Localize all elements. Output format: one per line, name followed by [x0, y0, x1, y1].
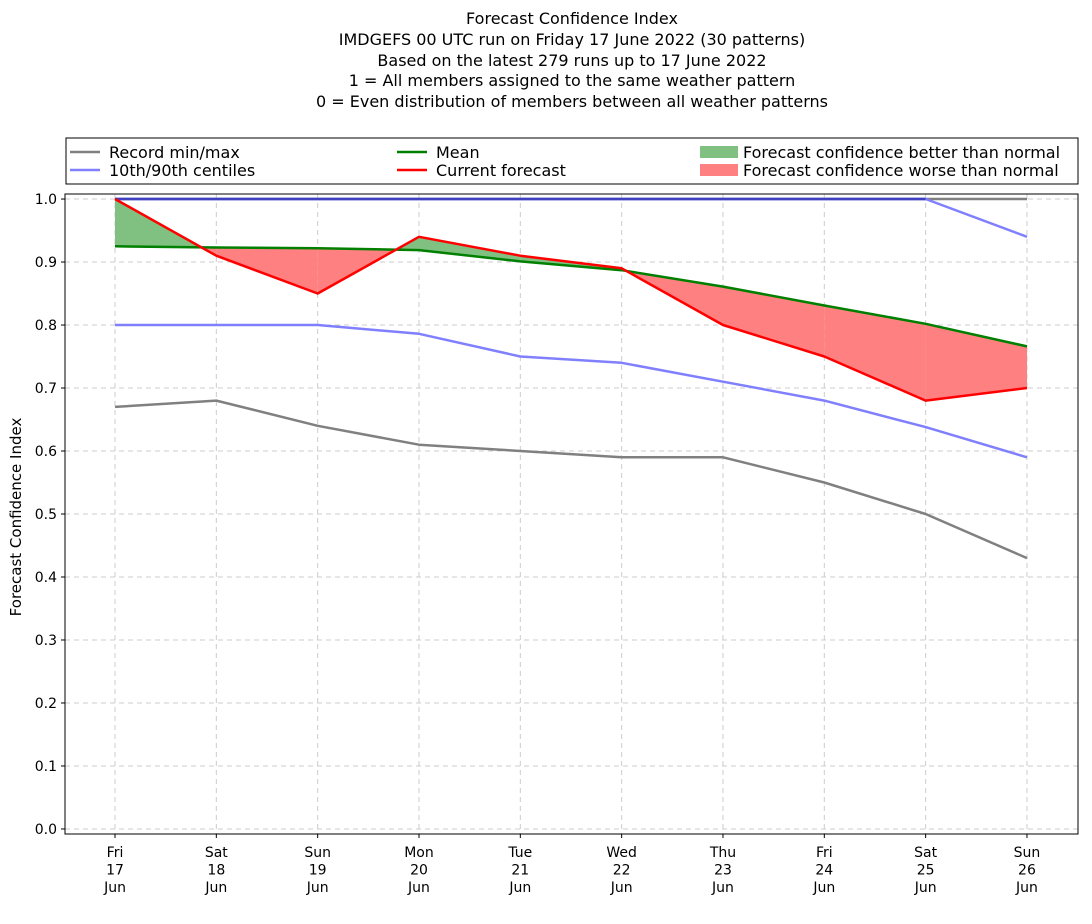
chart-title: Forecast Confidence Index IMDGEFS 00 UTC…	[316, 9, 828, 111]
x-tick-label: Jun	[711, 880, 734, 896]
y-tick-label: 0.5	[35, 507, 57, 523]
legend-label: 10th/90th centiles	[109, 161, 255, 180]
x-tick-label: Sat	[205, 845, 228, 861]
x-tick-label: 24	[815, 863, 833, 879]
y-tick-label: 1.0	[35, 192, 57, 208]
y-axis: 0.0 0.1 0.2 0.3 0.4 0.5 0.6 0.7 0.8 0.9 1.0	[35, 192, 65, 838]
x-tick-label: 18	[207, 863, 225, 879]
x-tick-label: 25	[917, 863, 935, 879]
x-tick-label: Thu	[709, 845, 736, 861]
legend-label: Current forecast	[436, 161, 566, 180]
x-tick-label: Mon	[404, 845, 434, 861]
x-tick-label: Jun	[407, 880, 430, 896]
x-tick-label: 20	[410, 863, 428, 879]
title-line-2: IMDGEFS 00 UTC run on Friday 17 June 202…	[339, 30, 806, 49]
confidence-fills	[115, 199, 1027, 401]
x-tick-label: 19	[309, 863, 327, 879]
better-than-normal-area	[419, 236, 521, 262]
worse-than-normal-area	[824, 305, 926, 401]
legend-label: Record min/max	[109, 143, 240, 162]
legend-swatch-patch	[700, 146, 738, 158]
y-tick-label: 0.8	[35, 318, 57, 334]
x-tick-label: Sat	[914, 845, 937, 861]
current-forecast-line	[114, 197, 1028, 402]
y-tick-label: 0.2	[35, 696, 57, 712]
y-tick-label: 0.1	[35, 759, 57, 775]
title-line-5: 0 = Even distribution of members between…	[316, 92, 828, 111]
worse-than-normal-area	[723, 286, 825, 357]
y-tick-label: 0.9	[35, 255, 57, 271]
x-tick-label: Sun	[1014, 845, 1041, 861]
legend-box	[65, 137, 1079, 185]
mean-line	[114, 245, 1028, 348]
x-tick-label: Jun	[812, 880, 835, 896]
y-axis-label: Forecast Confidence Index	[7, 418, 25, 617]
x-tick-label: Fri	[816, 845, 833, 861]
x-tick-label: 17	[106, 863, 124, 879]
x-tick-label: Jun	[103, 880, 126, 896]
x-tick-label: Wed	[606, 845, 637, 861]
x-tick-label: Tue	[507, 845, 532, 861]
centile-90-line	[115, 197, 1028, 238]
x-axis: Fri17JunSat18JunSun19JunMon20JunTue21Jun…	[103, 834, 1040, 896]
worse-than-normal-area	[216, 247, 318, 294]
x-tick-label: Jun	[610, 880, 633, 896]
y-tick-label: 0.4	[35, 570, 57, 586]
y-tick-label: 0.7	[35, 381, 57, 397]
legend-label: Forecast confidence better than normal	[743, 143, 1060, 162]
x-tick-label: 26	[1018, 863, 1036, 879]
worse-than-normal-area	[925, 323, 1027, 401]
series-lines	[114, 197, 1028, 560]
x-tick-label: Jun	[1015, 880, 1038, 896]
x-tick-label: 22	[613, 863, 631, 879]
x-tick-label: 23	[714, 863, 732, 879]
title-line-1: Forecast Confidence Index	[466, 9, 678, 28]
x-tick-label: Jun	[204, 880, 227, 896]
record-min-line	[114, 399, 1028, 560]
legend-label: Forecast confidence worse than normal	[743, 161, 1059, 180]
centile-10-line	[115, 323, 1028, 459]
x-tick-label: Fri	[107, 845, 124, 861]
x-tick-label: Sun	[304, 845, 331, 861]
y-tick-label: 0.3	[35, 633, 57, 649]
x-tick-label: 21	[511, 863, 529, 879]
legend-swatch-patch	[700, 164, 738, 176]
x-tick-label: Jun	[508, 880, 531, 896]
y-tick-label: 0.0	[35, 822, 57, 838]
title-line-3: Based on the latest 279 runs up to 17 Ju…	[377, 51, 766, 70]
x-tick-label: Jun	[306, 880, 329, 896]
legend-label: Mean	[436, 143, 480, 162]
y-tick-label: 0.6	[35, 444, 57, 460]
title-line-4: 1 = All members assigned to the same wea…	[349, 71, 796, 90]
x-tick-label: Jun	[914, 880, 937, 896]
